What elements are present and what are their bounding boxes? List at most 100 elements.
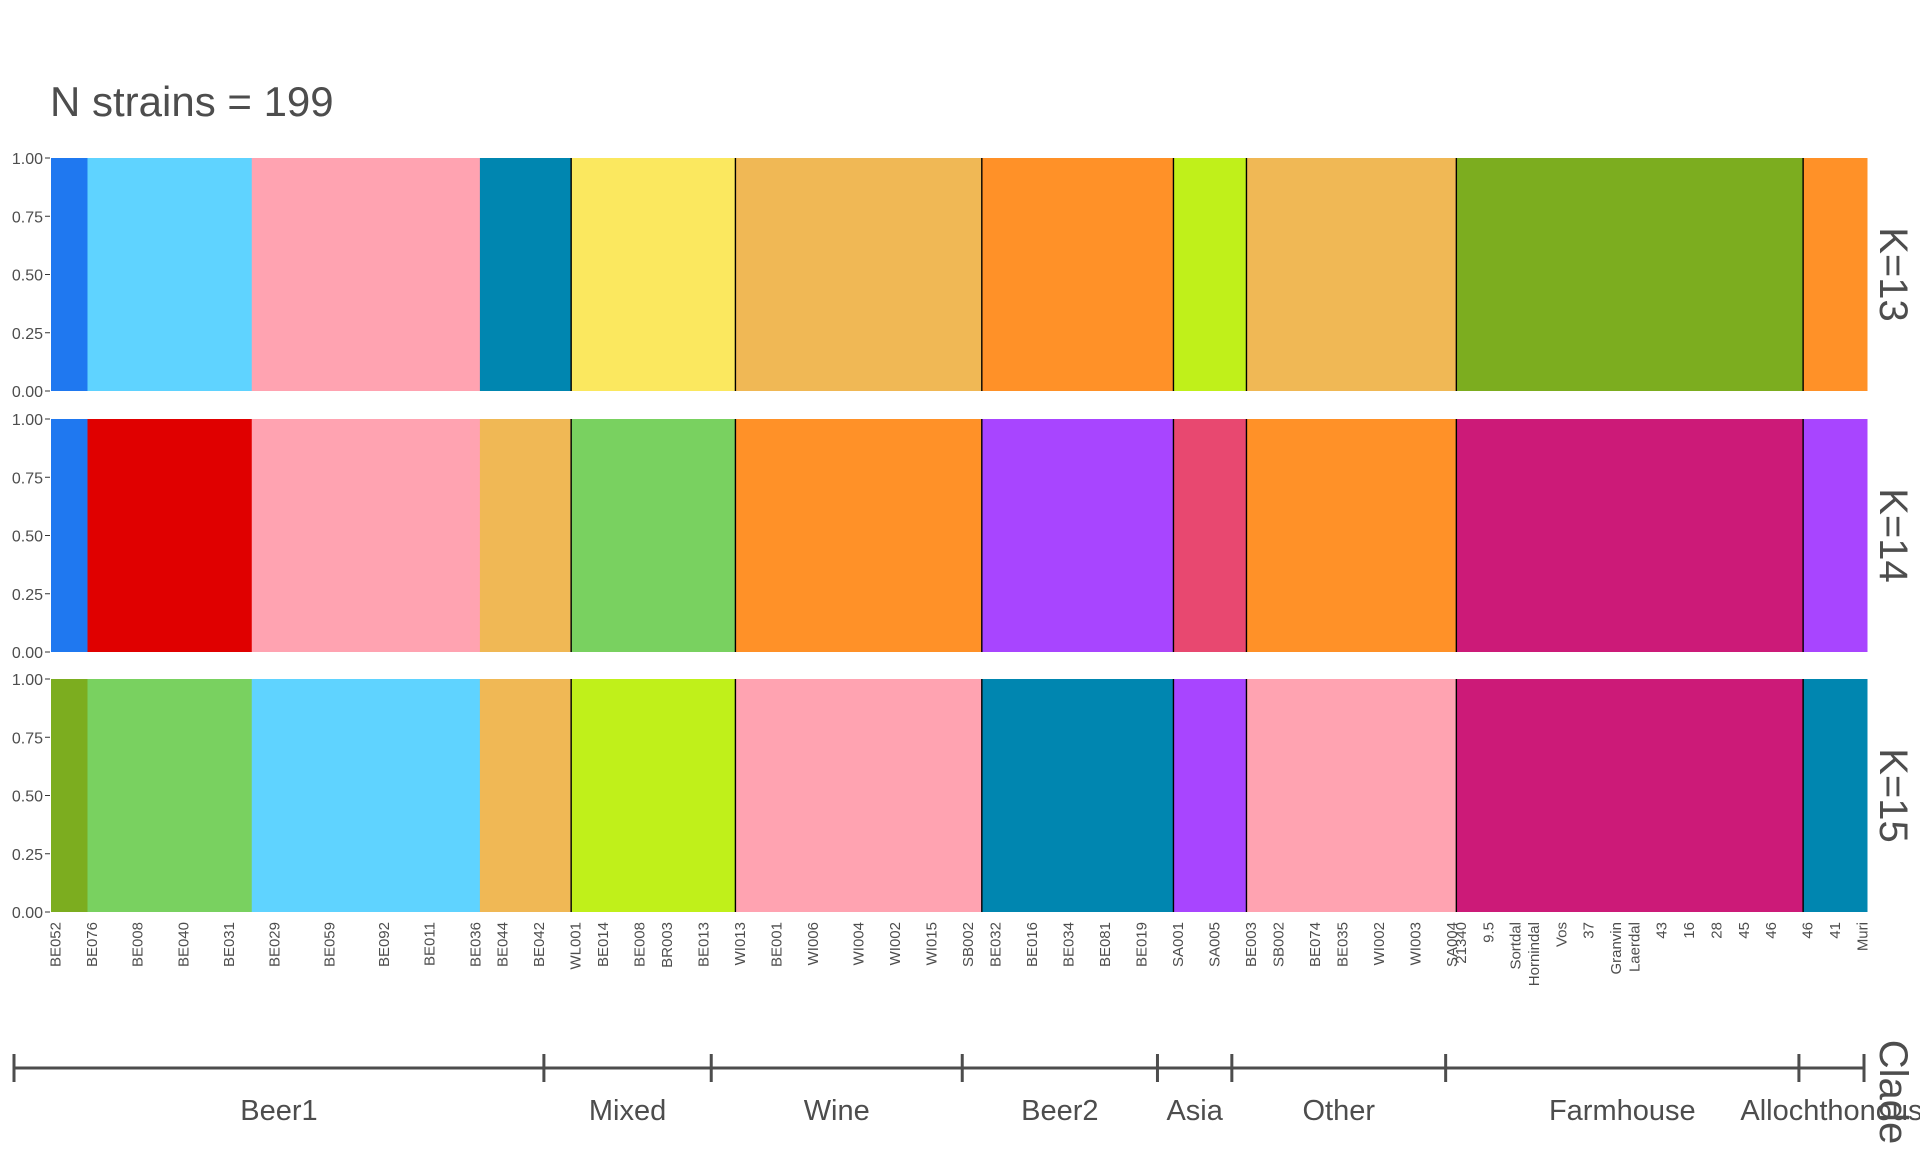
admixture-block <box>1246 419 1457 652</box>
strain-label: BE001 <box>768 922 785 967</box>
panel-label: K=13 <box>1871 227 1915 322</box>
admixture-block <box>1173 419 1247 652</box>
strain-label: 43 <box>1654 922 1671 939</box>
strain-label: BE092 <box>376 922 393 967</box>
clade-axis-title: Clade <box>1871 1040 1915 1145</box>
y-tick-label: 0.50 <box>12 268 43 285</box>
y-tick-label: 0.00 <box>12 645 43 662</box>
y-tick-label: 1.00 <box>12 672 43 689</box>
strain-label: 28 <box>1708 922 1725 939</box>
strain-label: WL001 <box>568 922 585 970</box>
admixture-block <box>981 679 1174 912</box>
strain-label: BE003 <box>1243 922 1260 967</box>
strain-label: Vos <box>1553 922 1570 947</box>
y-tick-label: 0.00 <box>12 905 43 922</box>
admixture-block <box>571 679 736 912</box>
admixture-block <box>1246 158 1457 391</box>
admixture-block <box>1456 158 1804 391</box>
strain-label: WI002 <box>1371 922 1388 965</box>
strain-label: 41 <box>1827 922 1844 939</box>
clade-label: Other <box>1302 1095 1375 1127</box>
strain-label: WI004 <box>851 922 868 965</box>
admixture-block <box>1456 679 1804 912</box>
y-tick-label: 1.00 <box>12 412 43 429</box>
admixture-block <box>981 158 1174 391</box>
y-tick-label: 0.50 <box>12 529 43 546</box>
panel-label: K=15 <box>1871 748 1915 843</box>
clade-label: Farmhouse <box>1549 1095 1696 1127</box>
strain-label: BE031 <box>221 922 238 967</box>
y-tick-label: 0.25 <box>12 847 43 864</box>
strain-label: BE036 <box>467 922 484 967</box>
strain-label: 37 <box>1581 922 1598 939</box>
strain-label: SB002 <box>960 922 977 967</box>
admixture-block <box>1803 158 1868 391</box>
clade-label: Wine <box>804 1095 870 1127</box>
strain-label: BE074 <box>1307 922 1324 967</box>
admixture-block <box>479 419 572 652</box>
admixture-block <box>1173 158 1247 391</box>
strain-label: WI003 <box>1407 922 1424 965</box>
strain-label: BE029 <box>267 922 284 967</box>
strain-label: SA004 <box>1444 922 1461 967</box>
strain-label: BE014 <box>595 922 612 967</box>
strain-label: Muri <box>1854 922 1871 951</box>
strain-label: BE013 <box>695 922 712 967</box>
admixture-block <box>571 158 736 391</box>
clade-label: Beer1 <box>240 1095 317 1127</box>
admixture-block <box>1456 419 1804 652</box>
admixture-block <box>251 679 481 912</box>
strain-label: SA005 <box>1207 922 1224 967</box>
strain-label: WI015 <box>924 922 941 965</box>
strain-label: BR003 <box>659 922 676 968</box>
admixture-block <box>981 419 1174 652</box>
strain-label: SA001 <box>1170 922 1187 967</box>
strain-label: BE032 <box>988 922 1005 967</box>
chart-title: N strains = 199 <box>50 78 334 125</box>
strain-label: BE044 <box>495 922 512 967</box>
panel-label: K=14 <box>1871 488 1915 583</box>
admixture-block <box>1803 419 1868 652</box>
admixture-block <box>51 158 89 391</box>
y-tick-label: 0.25 <box>12 326 43 343</box>
y-tick-label: 0.25 <box>12 587 43 604</box>
strain-label: BE008 <box>632 922 649 967</box>
strain-label: 16 <box>1681 922 1698 939</box>
strain-label: 21340 <box>1453 922 1470 964</box>
strain-label: BE076 <box>84 922 101 967</box>
strain-label: Sortdal <box>1508 922 1525 970</box>
strain-label: Laerdal <box>1626 922 1643 972</box>
strain-label: Hornindal <box>1526 922 1543 986</box>
strain-label: 45 <box>1736 922 1753 939</box>
clade-label: Beer2 <box>1021 1095 1098 1127</box>
y-tick-label: 0.75 <box>12 730 43 747</box>
strain-label: BE052 <box>48 922 65 967</box>
admixture-block <box>87 419 253 652</box>
admixture-block <box>251 158 481 391</box>
strain-label: BE016 <box>1024 922 1041 967</box>
admixture-block <box>51 679 89 912</box>
strain-label: 46 <box>1763 922 1780 939</box>
strain-label: BE042 <box>531 922 548 967</box>
strain-label: WI013 <box>732 922 749 965</box>
admixture-block <box>87 679 253 912</box>
admixture-block <box>735 679 983 912</box>
strain-label: BE059 <box>321 922 338 967</box>
strain-label: BE035 <box>1334 922 1351 967</box>
strain-label: 46 <box>1800 922 1817 939</box>
y-tick-label: 0.75 <box>12 470 43 487</box>
y-tick-label: 1.00 <box>12 151 43 168</box>
strain-label: BE081 <box>1097 922 1114 967</box>
strain-label: BE034 <box>1061 922 1078 967</box>
strain-label: Granvin <box>1608 922 1625 975</box>
y-tick-label: 0.00 <box>12 384 43 401</box>
strain-label: BE011 <box>422 922 439 966</box>
clade-label: Allochthonous <box>1740 1095 1920 1127</box>
admixture-block <box>51 419 89 652</box>
admixture-block <box>1173 679 1247 912</box>
strain-label: BE008 <box>130 922 147 967</box>
admixture-block <box>87 158 253 391</box>
y-tick-label: 0.75 <box>12 209 43 226</box>
admixture-block <box>1803 679 1868 912</box>
admixture-block <box>479 679 572 912</box>
